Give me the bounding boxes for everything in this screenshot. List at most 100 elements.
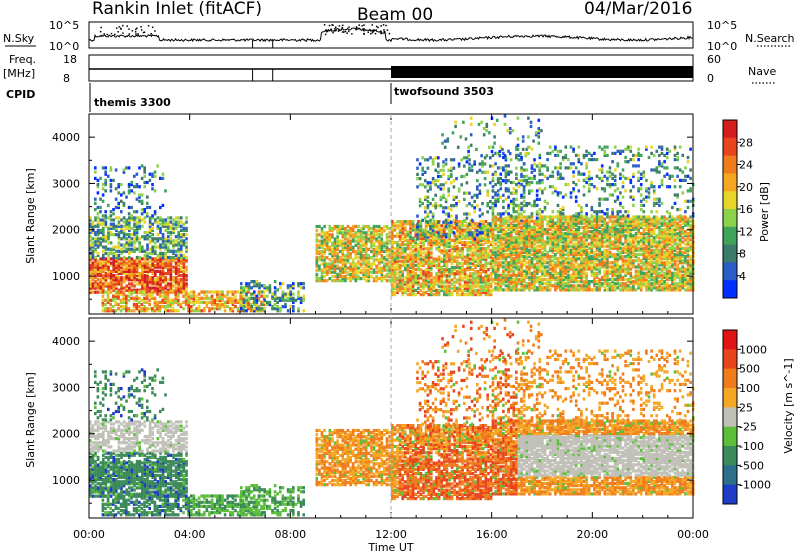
power-cell	[362, 224, 365, 229]
power-cell	[146, 265, 149, 269]
power-cell	[102, 239, 105, 243]
power-cell	[148, 224, 152, 228]
power-cell	[102, 249, 105, 253]
power-cell	[146, 212, 149, 216]
power-cell	[559, 273, 562, 277]
power-cell	[471, 293, 475, 297]
power-cell	[447, 218, 450, 222]
power-cell	[522, 277, 526, 282]
power-cell	[520, 280, 523, 284]
power-cell	[112, 251, 115, 255]
power-cell	[151, 309, 154, 313]
power-cell	[268, 290, 272, 294]
power-cell	[463, 236, 467, 240]
power-cell	[538, 259, 542, 263]
power-cell	[489, 282, 493, 286]
power-cell	[109, 233, 113, 237]
power-cell	[422, 278, 425, 282]
power-cell	[112, 265, 115, 269]
power-cell	[117, 233, 121, 237]
power-cell	[297, 296, 300, 300]
power-cell	[417, 249, 420, 253]
power-cell	[89, 216, 92, 220]
power-cell	[253, 309, 256, 313]
nsearch-dot	[377, 26, 379, 29]
power-cell	[180, 220, 183, 224]
power-cell	[469, 261, 472, 265]
power-cell	[341, 239, 345, 243]
power-cell	[388, 235, 391, 239]
nsearch-dot	[154, 30, 156, 32]
power-cell	[409, 274, 412, 278]
power-cell	[585, 277, 588, 282]
power-cell	[411, 224, 415, 228]
power-cell	[91, 263, 95, 267]
power-cell	[169, 305, 172, 309]
power-cell	[169, 233, 173, 237]
power-cell	[177, 288, 180, 292]
power-cell	[569, 221, 573, 225]
power-cell	[484, 255, 488, 259]
power-cell	[559, 234, 562, 238]
power-cell	[143, 298, 146, 302]
power-cell	[482, 247, 485, 251]
power-cell	[396, 263, 399, 267]
power-cell	[396, 282, 399, 286]
power-cell	[133, 241, 136, 245]
power-cell	[448, 255, 451, 259]
power-cell	[543, 248, 547, 252]
power-cell	[187, 300, 190, 304]
power-cell	[367, 270, 371, 274]
power-cell	[554, 215, 557, 219]
power-cell	[161, 274, 165, 278]
power-cell	[336, 245, 339, 249]
power-cell	[450, 261, 454, 265]
power-cell	[525, 227, 529, 232]
power-cell	[119, 290, 123, 294]
power-cell	[125, 241, 128, 245]
power-cell	[174, 271, 178, 276]
power-cell	[388, 262, 391, 266]
power-cell	[401, 243, 404, 247]
power-cell	[115, 284, 118, 288]
power-cell	[148, 220, 152, 224]
power-cell	[195, 307, 198, 311]
power-cell	[351, 233, 355, 237]
power-cell	[530, 271, 534, 275]
power-cell	[89, 255, 92, 260]
power-cell	[167, 267, 170, 271]
power-cell	[156, 290, 160, 294]
power-cell	[221, 302, 224, 307]
power-cell	[528, 261, 531, 265]
power-cell	[530, 242, 534, 246]
power-cell	[128, 265, 131, 269]
power-cell	[538, 225, 542, 229]
power-cell	[443, 284, 446, 288]
power-cell	[569, 240, 573, 244]
nsearch-dot	[346, 32, 348, 34]
power-cell	[167, 263, 170, 267]
power-cell	[159, 271, 162, 276]
power-cell	[364, 260, 368, 264]
power-cell	[114, 296, 118, 300]
power-cell	[169, 282, 173, 286]
power-cell	[182, 288, 186, 292]
power-cell	[177, 280, 180, 284]
power-cell	[430, 263, 433, 267]
power-cell	[99, 263, 102, 267]
power-cell	[556, 265, 560, 269]
power-cell	[535, 286, 539, 290]
power-cell	[481, 231, 484, 235]
power-cell	[182, 294, 185, 298]
power-cell	[96, 263, 100, 267]
power-cell	[154, 269, 157, 273]
power-cell	[585, 259, 588, 263]
power-cell	[491, 234, 495, 238]
power-cell	[302, 294, 305, 298]
power-cell	[114, 187, 118, 191]
power-cell	[421, 218, 424, 222]
power-cell	[177, 309, 180, 313]
power-cell	[115, 259, 118, 263]
power-cell	[421, 166, 424, 170]
nsearch-dot	[380, 25, 382, 27]
